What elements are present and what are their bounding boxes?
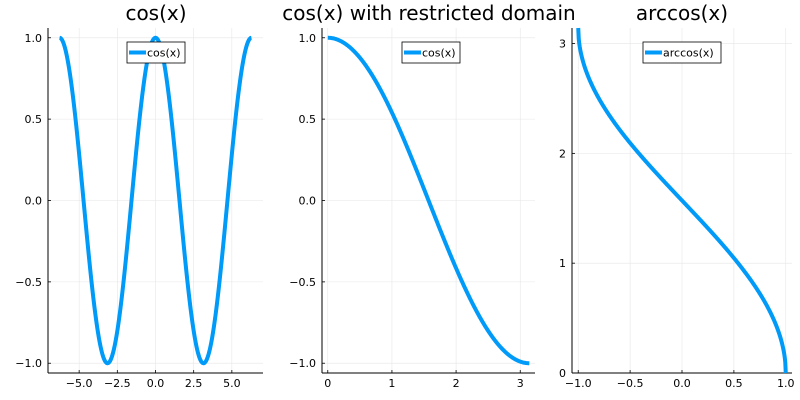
legend-label: cos(x) bbox=[422, 47, 456, 60]
panel-cos-restricted: 0 1 2 3 −1.0 −0.5 0.0 0.5 1.0 cos(x) with restric… bbox=[282, 1, 575, 390]
x-tick-label: 5.0 bbox=[223, 377, 241, 390]
x-tick-label: 2 bbox=[453, 377, 460, 390]
x-tick-label: −5.0 bbox=[66, 377, 93, 390]
legend-box bbox=[401, 41, 461, 64]
legend-label: cos(x) bbox=[147, 47, 181, 60]
chart-title: arccos(x) bbox=[636, 1, 728, 25]
y-tick-label: 1 bbox=[559, 257, 566, 270]
y-tick-label: 2 bbox=[559, 147, 566, 160]
y-tick-label: −1.0 bbox=[15, 357, 42, 370]
x-tick-label: 1.0 bbox=[777, 377, 795, 390]
y-tick-label: −1.0 bbox=[289, 357, 316, 370]
panel-arccos: −1.0 −0.5 0.0 0.5 1.0 0 1 2 3 arccos(x) arccos(x) bbox=[559, 1, 795, 390]
chart-title: cos(x) with restricted domain bbox=[282, 1, 575, 25]
x-tick-label: 0 bbox=[324, 377, 331, 390]
y-tick-label: 1.0 bbox=[25, 32, 43, 45]
legend-label: arccos(x) bbox=[663, 47, 714, 60]
y-tick-label: 0.0 bbox=[25, 195, 43, 208]
x-tick-label: 1 bbox=[388, 377, 395, 390]
x-tick-label: 0.0 bbox=[673, 377, 691, 390]
legend-box bbox=[642, 41, 722, 64]
legend-box bbox=[126, 41, 186, 64]
series-line bbox=[576, 27, 788, 374]
x-tick-label: −0.5 bbox=[617, 377, 644, 390]
x-tick-label: −2.5 bbox=[104, 377, 131, 390]
series-line bbox=[58, 35, 253, 366]
x-tick-label: 2.5 bbox=[185, 377, 203, 390]
series-line bbox=[326, 35, 531, 366]
panel-cos: −5.0 −2.5 0.0 2.5 5.0 −1.0 −0.5 0.0 0.5 1.0 cos(x)… bbox=[15, 1, 263, 390]
x-tick-label: 0.0 bbox=[147, 377, 165, 390]
y-tick-label: 0.5 bbox=[299, 113, 317, 126]
y-tick-label: −0.5 bbox=[289, 276, 316, 289]
y-tick-label: 0.0 bbox=[299, 195, 317, 208]
x-tick-label: 3 bbox=[517, 377, 524, 390]
y-tick-label: −0.5 bbox=[15, 276, 42, 289]
x-tick-label: 0.5 bbox=[725, 377, 743, 390]
chart-title: cos(x) bbox=[125, 1, 186, 25]
legend: arccos(x) bbox=[642, 41, 722, 64]
x-tick-label: −1.0 bbox=[565, 377, 592, 390]
y-tick-label: 0.5 bbox=[25, 113, 43, 126]
y-tick-label: 3 bbox=[559, 38, 566, 51]
legend: cos(x) bbox=[401, 41, 461, 64]
y-tick-label: 0 bbox=[559, 367, 566, 380]
legend: cos(x) bbox=[126, 41, 186, 64]
y-tick-label: 1.0 bbox=[299, 32, 317, 45]
